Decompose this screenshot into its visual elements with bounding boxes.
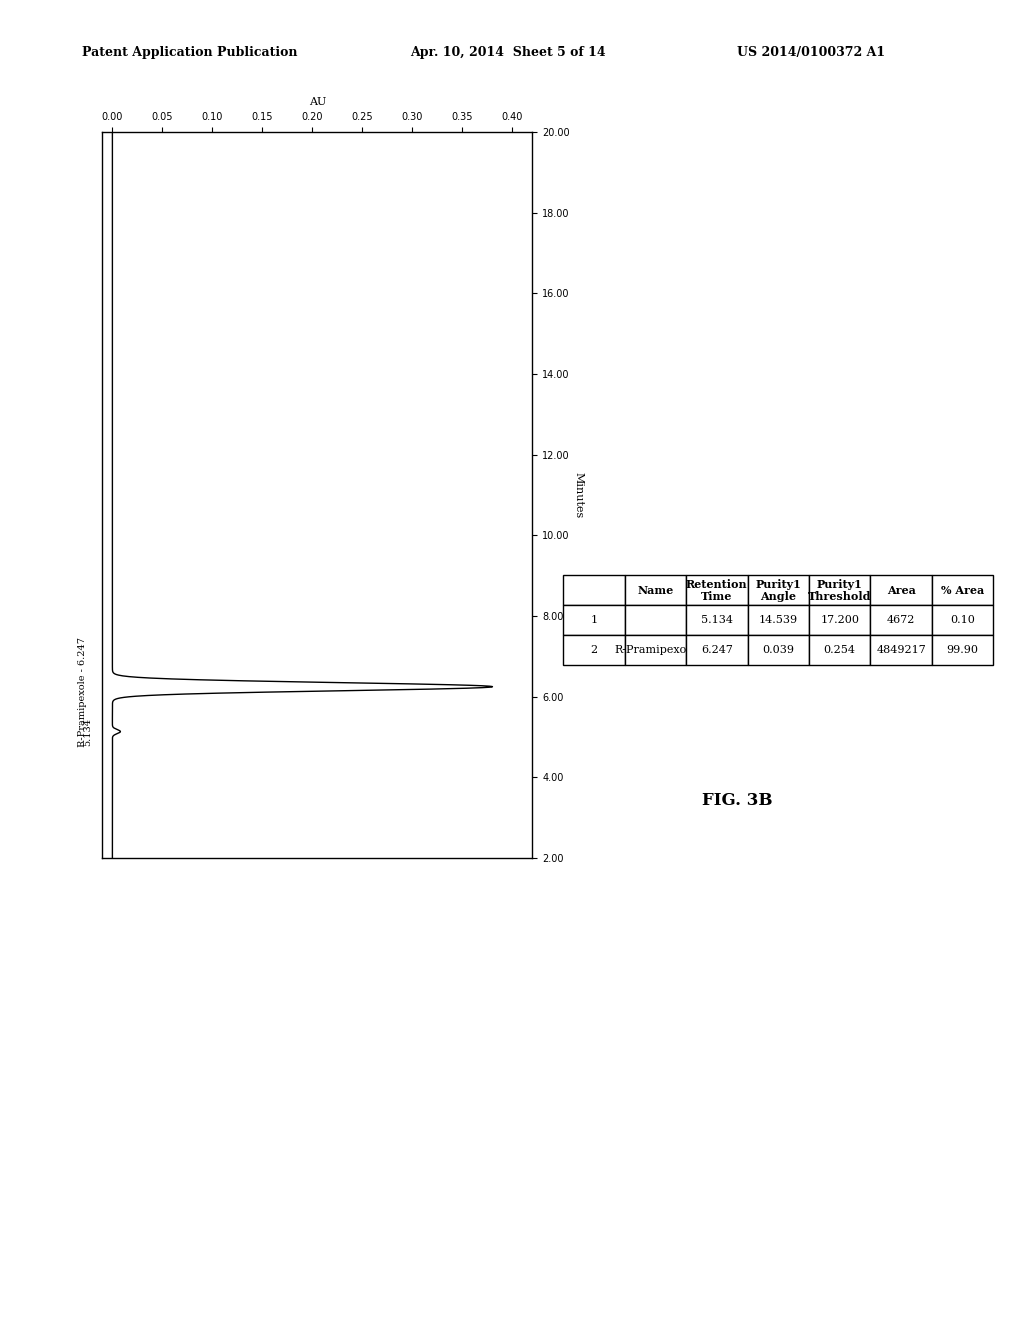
Y-axis label: Minutes: Minutes [573, 471, 584, 519]
Text: 5.134: 5.134 [83, 718, 92, 746]
Text: R-Pramipexole - 6.247: R-Pramipexole - 6.247 [78, 636, 87, 747]
Text: Apr. 10, 2014  Sheet 5 of 14: Apr. 10, 2014 Sheet 5 of 14 [410, 46, 605, 59]
X-axis label: AU: AU [309, 98, 326, 107]
Text: Patent Application Publication: Patent Application Publication [82, 46, 297, 59]
Text: US 2014/0100372 A1: US 2014/0100372 A1 [737, 46, 886, 59]
Text: FIG. 3B: FIG. 3B [702, 792, 772, 809]
